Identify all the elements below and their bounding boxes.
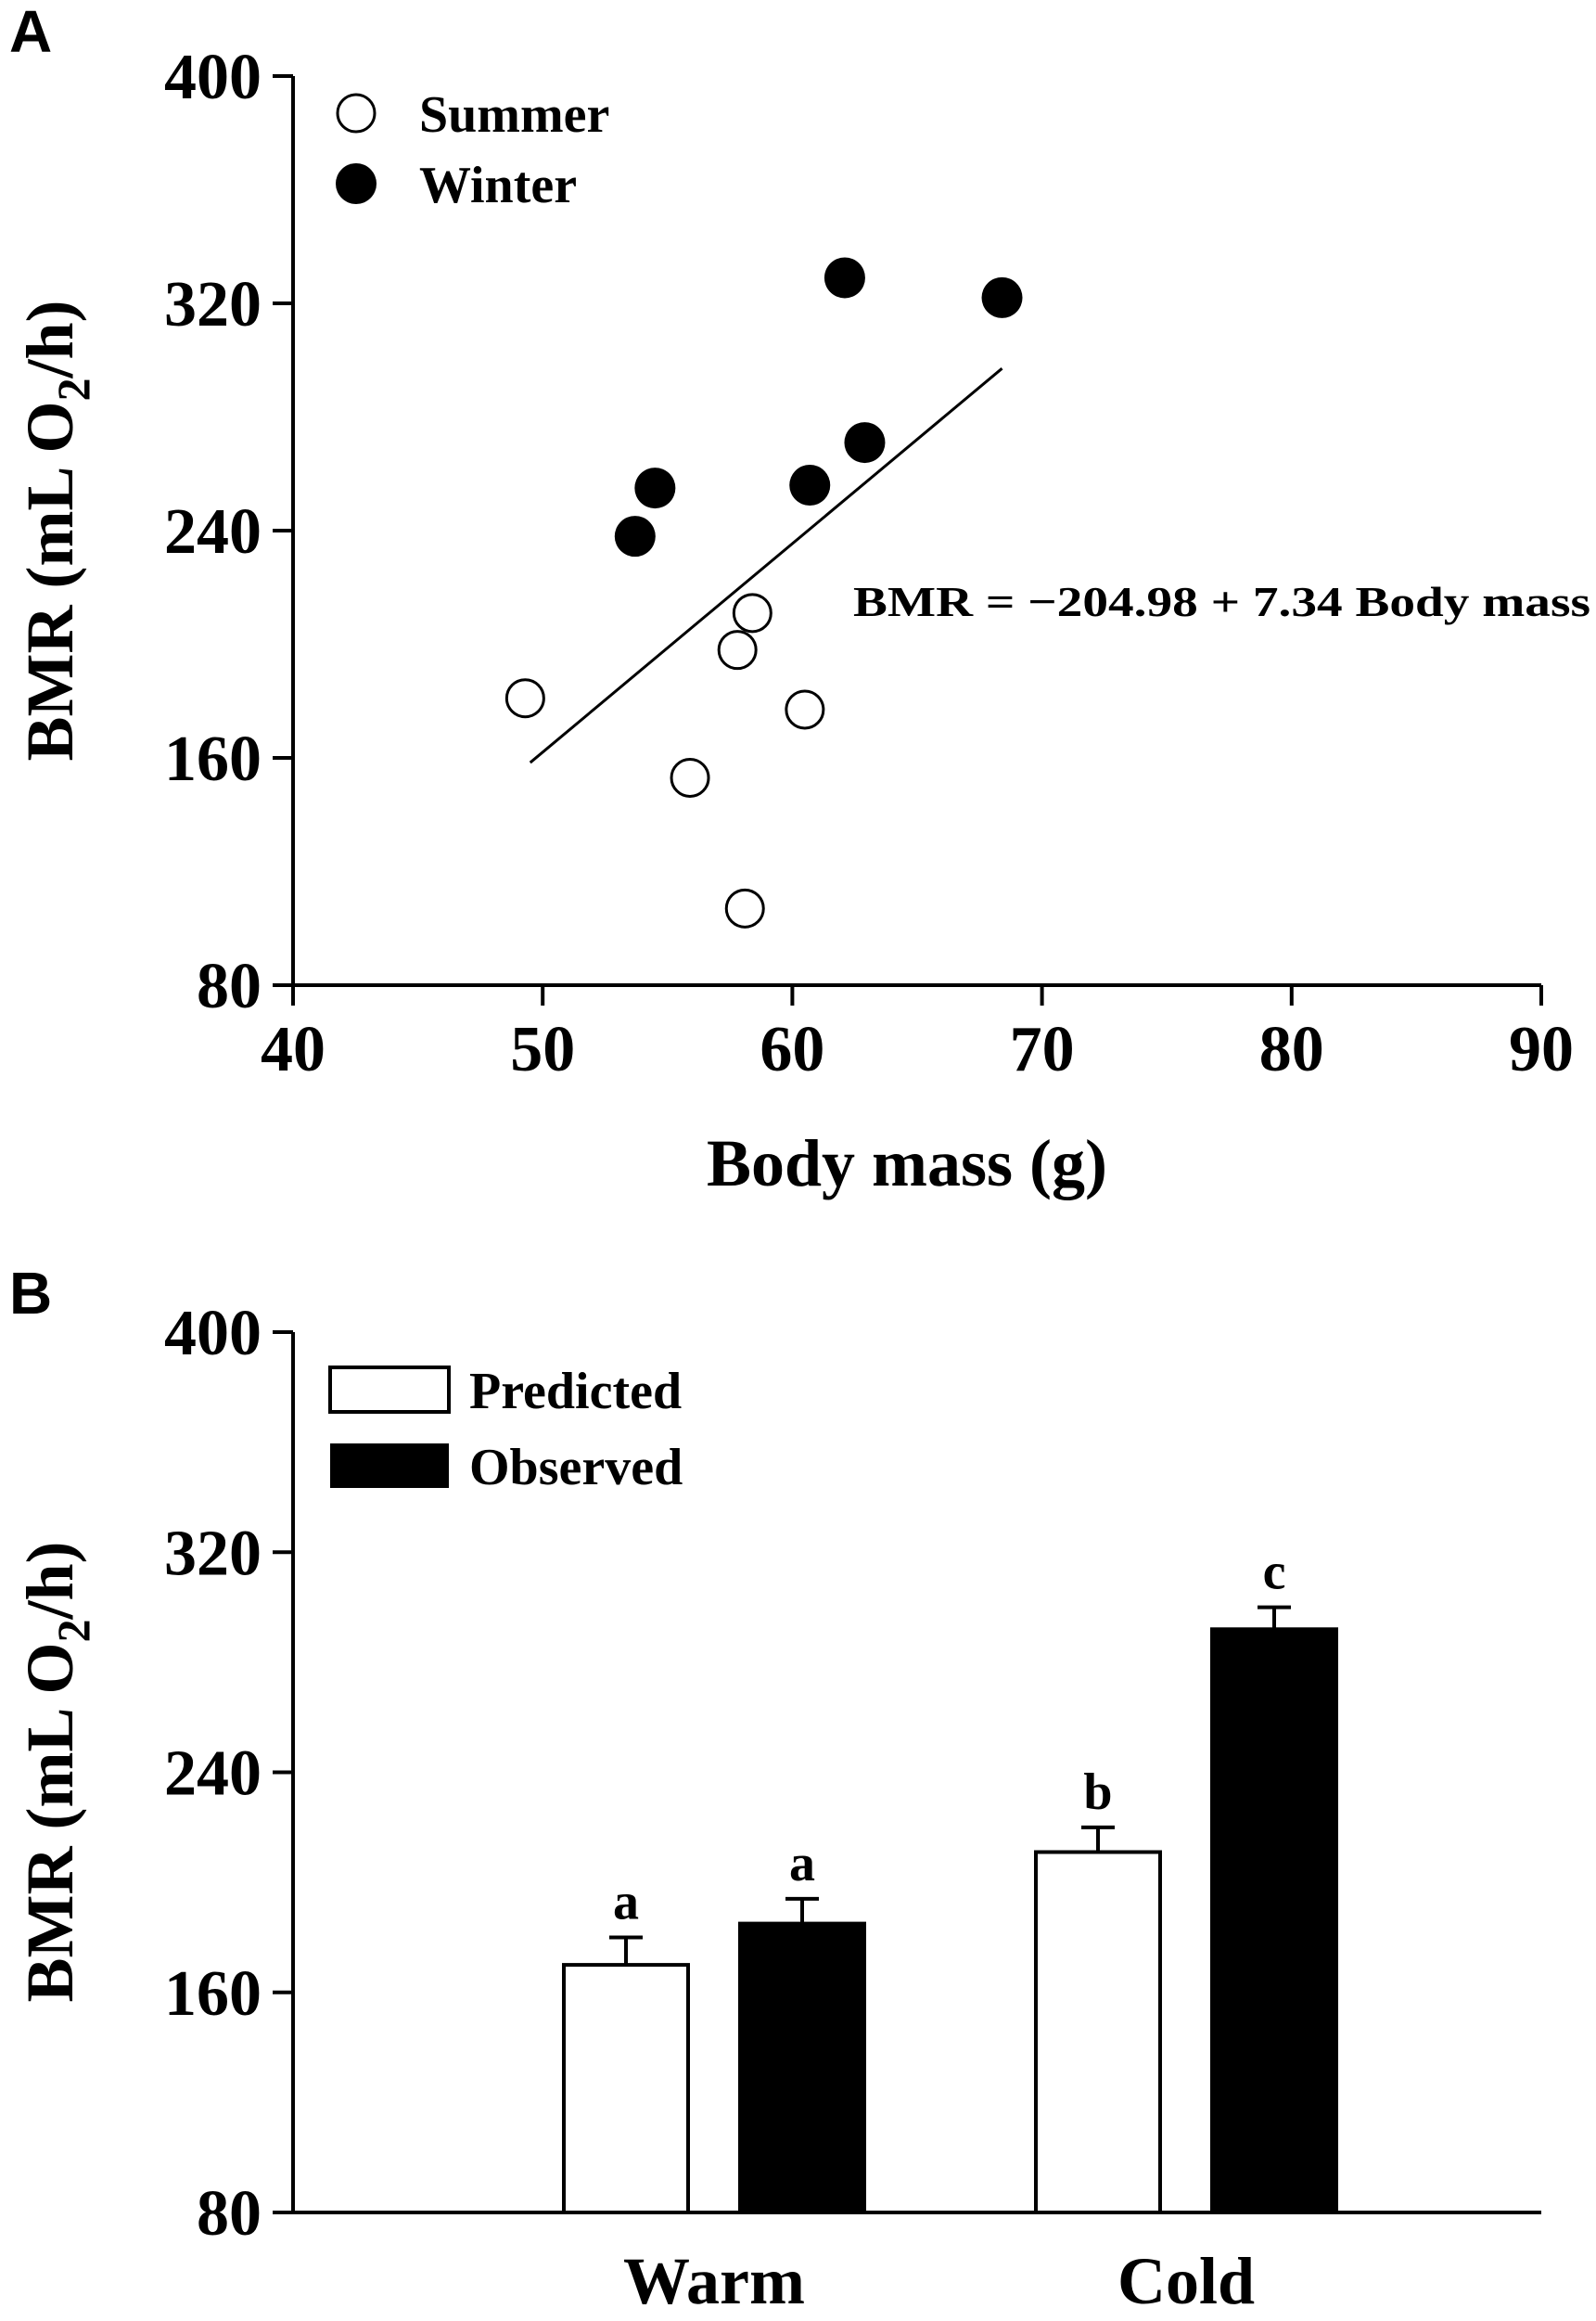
observed-bar xyxy=(738,1921,866,2214)
panel-a-xtick-label: 80 xyxy=(1259,1014,1324,1085)
panel-a-xtick-label: 40 xyxy=(261,1014,326,1085)
panel-b-ytick-label: 240 xyxy=(164,1738,262,1810)
legend-observed-swatch xyxy=(330,1443,449,1488)
summer-data-point xyxy=(670,757,710,798)
panel-b-bars: Warm a a Cold b c xyxy=(562,1544,1338,2318)
observed-bar xyxy=(1210,1627,1338,2214)
panel-b-legend: Predicted Observed xyxy=(328,1363,683,1496)
panel-a-xtick-label: 70 xyxy=(1010,1014,1075,1085)
summer-data-point xyxy=(717,630,758,671)
panel-a-points xyxy=(504,257,1023,929)
panel-a-ytick-label: 80 xyxy=(197,951,262,1022)
panel-b-ytick-label: 400 xyxy=(164,1298,262,1369)
legend-winter-label: Winter xyxy=(419,157,577,214)
panel-b-ticks: 80 160 240 320 400 xyxy=(164,1298,293,2250)
winter-data-point xyxy=(634,468,676,509)
summer-data-point xyxy=(724,888,765,929)
winter-data-point xyxy=(844,422,886,464)
panel-a-regression-line xyxy=(529,367,1003,764)
significance-label: a xyxy=(613,1873,639,1930)
panel-a-ytick-label: 320 xyxy=(164,269,262,340)
winter-data-point xyxy=(789,465,831,506)
panel-a-ytick-label: 400 xyxy=(164,42,262,113)
panel-a-letter: A xyxy=(9,0,52,65)
panel-a-xtick-label: 60 xyxy=(760,1014,824,1085)
panel-b-y-axis-title: BMR (mL O2/h) xyxy=(13,1541,99,2002)
legend-predicted-swatch xyxy=(328,1366,451,1414)
panel-a-ytick-label: 240 xyxy=(164,496,262,568)
significance-label: a xyxy=(789,1835,815,1892)
regression-line xyxy=(529,367,1003,764)
panel-b-category-label: Warm xyxy=(623,2244,805,2318)
legend-summer-label: Summer xyxy=(419,86,609,144)
panel-a-x-axis-title: Body mass (g) xyxy=(707,1126,1107,1200)
panel-b-letter: B xyxy=(9,1260,52,1327)
panel-a-xtick-label: 50 xyxy=(510,1014,575,1085)
significance-label: c xyxy=(1263,1544,1286,1601)
regression-equation: BMR = −204.98 + 7.34 Body mass xyxy=(853,578,1590,625)
panel-a-legend: Summer Winter xyxy=(336,86,609,214)
panel-a-xtick-label: 90 xyxy=(1509,1014,1574,1085)
panel-a-ticks: 80 160 240 320 400 40 50 60 70 80 90 xyxy=(164,42,1574,1085)
significance-label: b xyxy=(1083,1763,1112,1821)
legend-observed-label: Observed xyxy=(469,1439,683,1496)
panel-a-ytick-label: 160 xyxy=(164,724,262,795)
legend-predicted-label: Predicted xyxy=(469,1363,682,1420)
panel-b-category-label: Cold xyxy=(1117,2244,1255,2318)
predicted-bar xyxy=(1034,1850,1162,2215)
panel-a-y-axis-title: BMR (mL O2/h) xyxy=(13,300,99,761)
summer-data-point xyxy=(504,678,545,719)
predicted-bar xyxy=(562,1963,690,2214)
panel-b-ytick-label: 80 xyxy=(197,2178,262,2250)
winter-data-point xyxy=(824,257,865,299)
summer-data-point xyxy=(785,689,825,730)
legend-summer-marker xyxy=(336,93,377,134)
panel-b-ytick-label: 160 xyxy=(164,1958,262,2030)
panel-b-ytick-label: 320 xyxy=(164,1518,262,1589)
summer-data-point xyxy=(732,593,772,634)
winter-data-point xyxy=(614,516,656,558)
winter-data-point xyxy=(981,276,1023,318)
legend-winter-marker xyxy=(336,163,377,204)
